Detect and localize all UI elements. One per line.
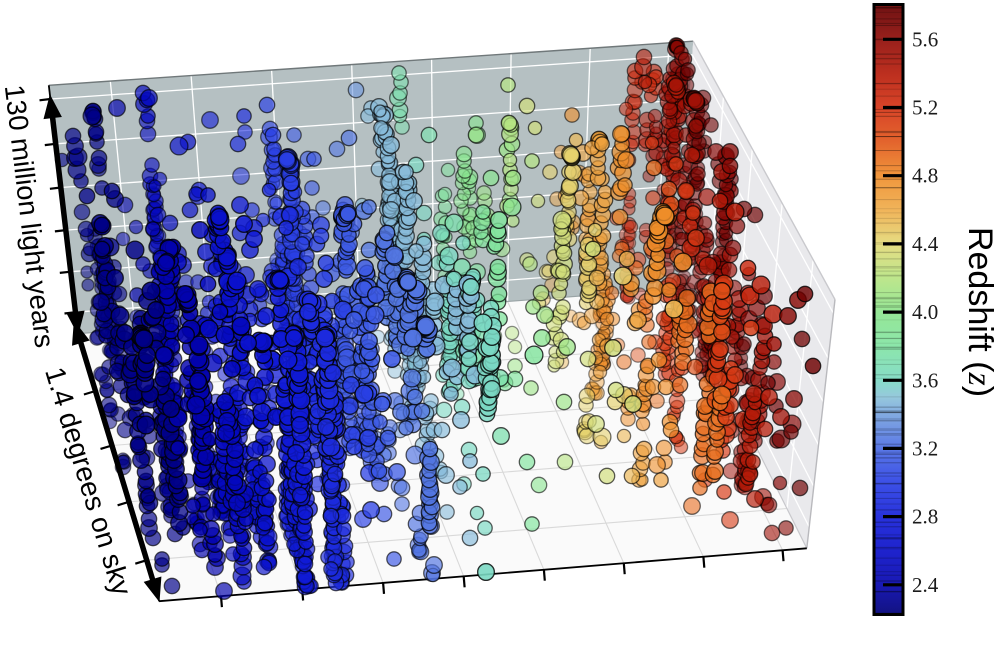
- svg-text:4.8: 4.8: [912, 164, 938, 188]
- svg-text:3.6: 3.6: [912, 368, 938, 392]
- svg-text:2.8: 2.8: [912, 505, 938, 529]
- svg-text:4.0: 4.0: [912, 300, 938, 324]
- svg-text:4.4: 4.4: [912, 232, 939, 256]
- svg-text:2.4: 2.4: [912, 573, 939, 597]
- svg-text:5.6: 5.6: [912, 27, 938, 51]
- svg-text:5.2: 5.2: [912, 96, 938, 120]
- svg-text:3.2: 3.2: [912, 436, 938, 460]
- svg-text:Redshift (z): Redshift (z): [961, 227, 999, 397]
